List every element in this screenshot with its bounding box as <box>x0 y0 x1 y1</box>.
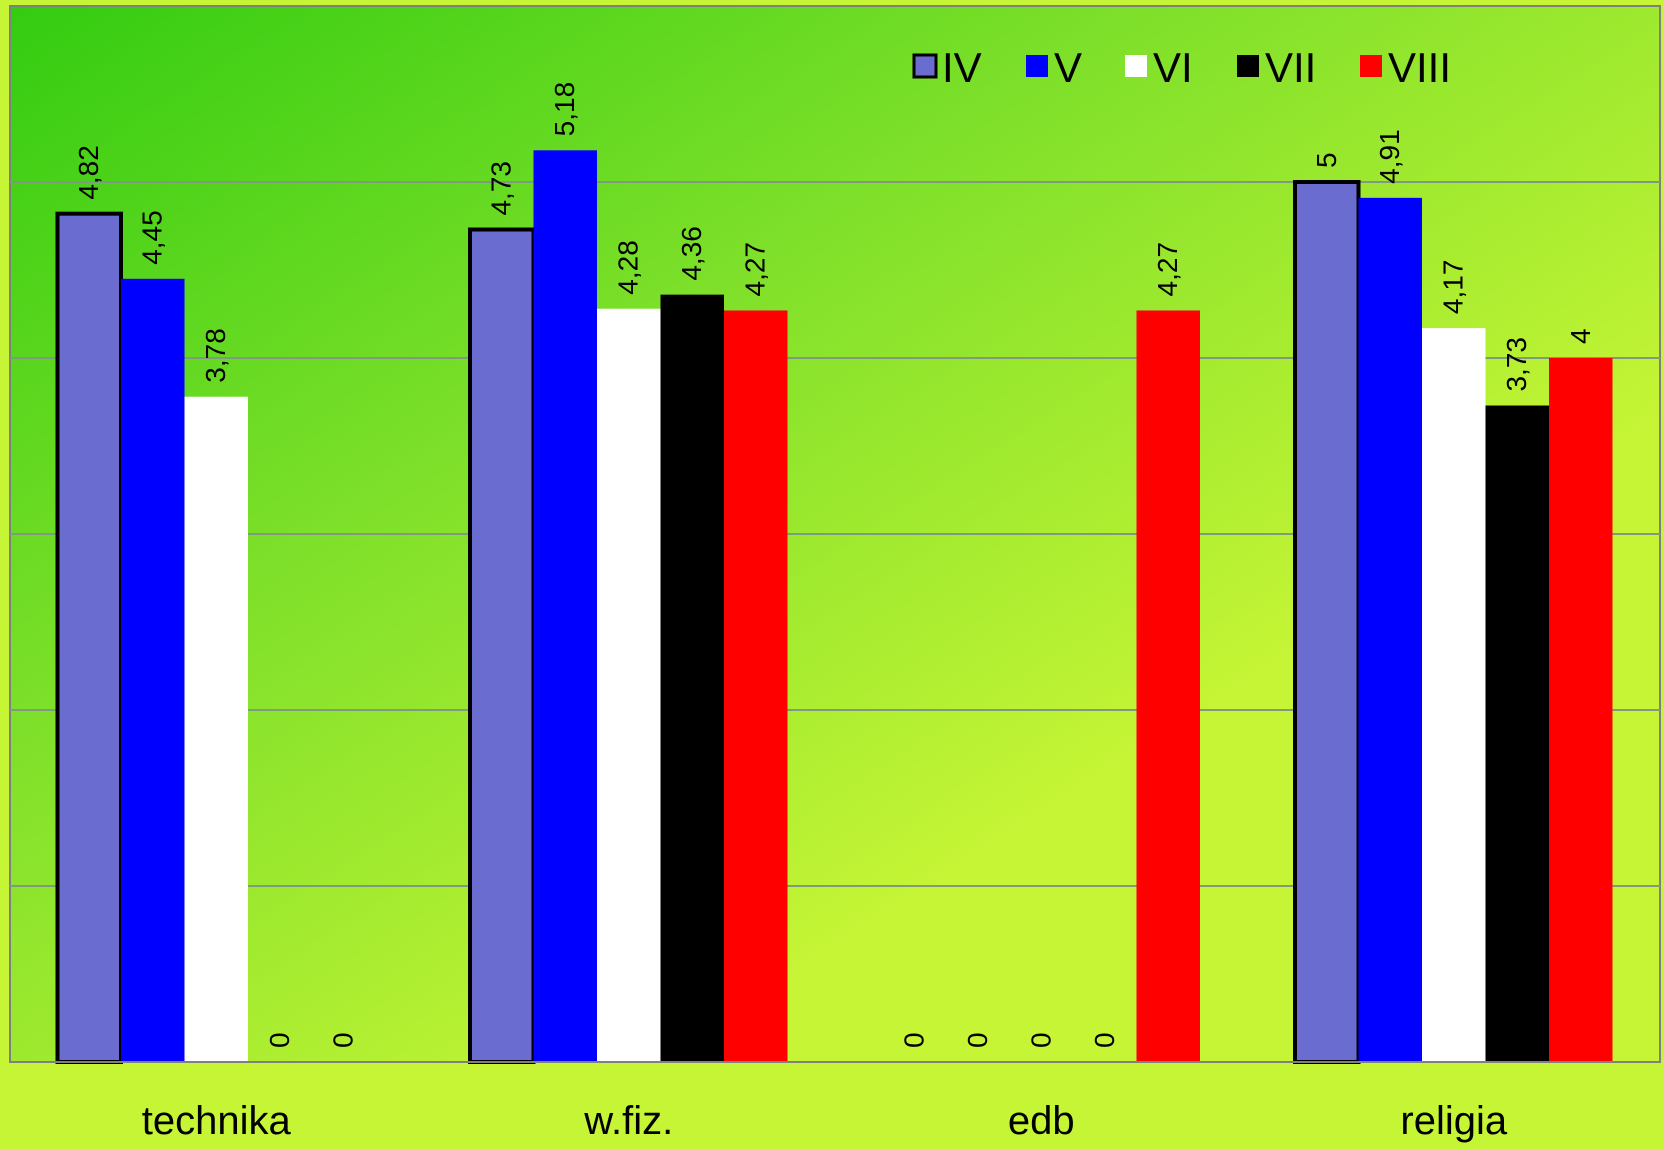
bar-vi-religia <box>1422 328 1486 1063</box>
legend-swatch-iv <box>912 53 938 79</box>
x-axis: technika w.fiz. edb religia <box>10 1061 1660 1143</box>
legend-label-viii: VIII <box>1388 44 1451 91</box>
bar-viii-religia <box>1549 358 1613 1062</box>
data-label: 4 <box>1565 328 1596 344</box>
data-label: 5 <box>1311 152 1342 168</box>
legend-swatch-viii <box>1360 55 1382 77</box>
legend-swatch-vii <box>1237 55 1259 77</box>
data-label: 4,28 <box>613 240 644 295</box>
data-label: 5,18 <box>549 82 580 137</box>
data-label: 4,27 <box>740 242 771 297</box>
legend-label-iv: IV <box>942 44 982 91</box>
bar-v-wfiz <box>533 150 597 1062</box>
data-label: 0 <box>1025 1032 1056 1048</box>
bar-iv-technika <box>55 211 123 1064</box>
data-label: 4,82 <box>73 145 104 200</box>
legend-swatch-v <box>1026 55 1048 77</box>
data-label: 3,78 <box>200 328 231 383</box>
data-label: 0 <box>264 1032 295 1048</box>
data-label: 4,73 <box>486 161 517 216</box>
x-tick-label: technika <box>142 1099 292 1143</box>
legend-label-vii: VII <box>1265 44 1316 91</box>
data-label: 4,45 <box>137 210 168 265</box>
x-tick-label: w.fiz. <box>583 1099 673 1143</box>
x-tick-label: religia <box>1400 1099 1507 1143</box>
data-label: 3,73 <box>1501 337 1532 392</box>
data-label: 0 <box>1089 1032 1120 1048</box>
legend-label-vi: VI <box>1153 44 1193 91</box>
data-label: 0 <box>327 1032 358 1048</box>
data-labels: 4,82 4,45 3,78 0 0 4,73 5,18 4,28 4,36 4,27 0 0 0 0 4,… <box>73 82 1596 1048</box>
bar-vii-religia <box>1485 405 1549 1062</box>
data-label: 4,91 <box>1374 129 1405 184</box>
bar-iv-religia <box>1293 180 1361 1064</box>
bar-v-technika <box>121 278 185 1062</box>
data-label: 4,36 <box>676 226 707 281</box>
bars <box>55 150 1613 1064</box>
legend: IV V VI VII VIII <box>912 44 1451 91</box>
data-label: 0 <box>962 1032 993 1048</box>
bar-vii-wfiz <box>660 294 724 1062</box>
legend-swatch-vi <box>1125 55 1147 77</box>
data-label: 4,27 <box>1152 242 1183 297</box>
bar-v-religia <box>1358 197 1422 1063</box>
bar-vi-wfiz <box>597 308 661 1063</box>
bar-iv-wfiz <box>468 227 536 1064</box>
bar-vi-technika <box>184 396 248 1063</box>
legend-label-v: V <box>1054 44 1082 91</box>
x-tick-label: edb <box>1008 1099 1075 1143</box>
data-label: 4,17 <box>1438 260 1469 315</box>
data-label: 0 <box>898 1032 929 1048</box>
bar-viii-wfiz <box>724 310 788 1063</box>
bar-viii-edb <box>1136 310 1200 1063</box>
